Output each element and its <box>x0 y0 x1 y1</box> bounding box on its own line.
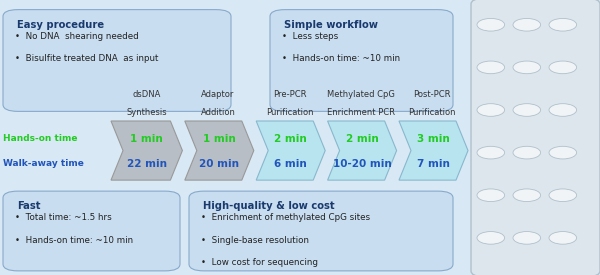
Text: High-quality & low cost: High-quality & low cost <box>203 201 334 211</box>
Circle shape <box>513 104 541 116</box>
FancyBboxPatch shape <box>3 10 231 111</box>
Circle shape <box>549 146 577 159</box>
Circle shape <box>477 61 505 74</box>
Text: •  Total time: ~1.5 hrs: • Total time: ~1.5 hrs <box>15 213 112 222</box>
Circle shape <box>513 189 541 202</box>
Polygon shape <box>399 121 468 180</box>
Text: 6 min: 6 min <box>274 159 307 169</box>
Circle shape <box>477 189 505 202</box>
Circle shape <box>549 61 577 74</box>
Text: Walk-away time: Walk-away time <box>3 159 84 168</box>
Text: 20 min: 20 min <box>199 159 239 169</box>
Text: 7 min: 7 min <box>417 159 450 169</box>
Text: •  Low cost for sequencing: • Low cost for sequencing <box>201 258 318 267</box>
Polygon shape <box>328 121 397 180</box>
Text: •  Hands-on time: ~10 min: • Hands-on time: ~10 min <box>282 54 400 63</box>
Circle shape <box>549 18 577 31</box>
Circle shape <box>477 146 505 159</box>
Text: Fast: Fast <box>17 201 40 211</box>
Text: •  Bisulfite treated DNA  as input: • Bisulfite treated DNA as input <box>15 54 158 63</box>
Circle shape <box>549 189 577 202</box>
Circle shape <box>477 232 505 244</box>
Text: Simple workflow: Simple workflow <box>284 20 378 30</box>
Text: 2 min: 2 min <box>346 134 379 144</box>
Text: 3 min: 3 min <box>417 134 450 144</box>
Text: 10-20 min: 10-20 min <box>333 159 391 169</box>
Text: 22 min: 22 min <box>127 159 167 169</box>
Polygon shape <box>111 121 182 180</box>
Text: Post-PCR: Post-PCR <box>413 90 451 99</box>
Text: 2 min: 2 min <box>274 134 307 144</box>
Text: Purification: Purification <box>266 108 313 117</box>
Polygon shape <box>185 121 254 180</box>
Text: Enrichment PCR: Enrichment PCR <box>327 108 395 117</box>
Circle shape <box>477 104 505 116</box>
Text: •  Less steps: • Less steps <box>282 32 338 41</box>
FancyBboxPatch shape <box>270 10 453 111</box>
Text: •  Hands-on time: ~10 min: • Hands-on time: ~10 min <box>15 236 133 245</box>
Text: •  Single-base resolution: • Single-base resolution <box>201 236 309 245</box>
FancyBboxPatch shape <box>189 191 453 271</box>
Circle shape <box>513 232 541 244</box>
Circle shape <box>513 146 541 159</box>
Text: Adaptor: Adaptor <box>202 90 235 99</box>
Circle shape <box>477 18 505 31</box>
Text: 1 min: 1 min <box>203 134 236 144</box>
Circle shape <box>549 232 577 244</box>
Circle shape <box>513 61 541 74</box>
Text: Purification: Purification <box>409 108 456 117</box>
Circle shape <box>513 18 541 31</box>
Text: •  Enrichment of methylated CpG sites: • Enrichment of methylated CpG sites <box>201 213 370 222</box>
Text: Synthesis: Synthesis <box>127 108 167 117</box>
Text: Addition: Addition <box>200 108 236 117</box>
FancyBboxPatch shape <box>471 0 600 275</box>
Text: dsDNA: dsDNA <box>133 90 161 99</box>
Circle shape <box>549 104 577 116</box>
Polygon shape <box>256 121 325 180</box>
Text: Easy procedure: Easy procedure <box>17 20 104 30</box>
Text: Pre-PCR: Pre-PCR <box>273 90 306 99</box>
Text: 1 min: 1 min <box>130 134 163 144</box>
Text: •  No DNA  shearing needed: • No DNA shearing needed <box>15 32 139 41</box>
Text: Hands-on time: Hands-on time <box>3 134 77 143</box>
FancyBboxPatch shape <box>3 191 180 271</box>
Text: Methylated CpG: Methylated CpG <box>327 90 395 99</box>
